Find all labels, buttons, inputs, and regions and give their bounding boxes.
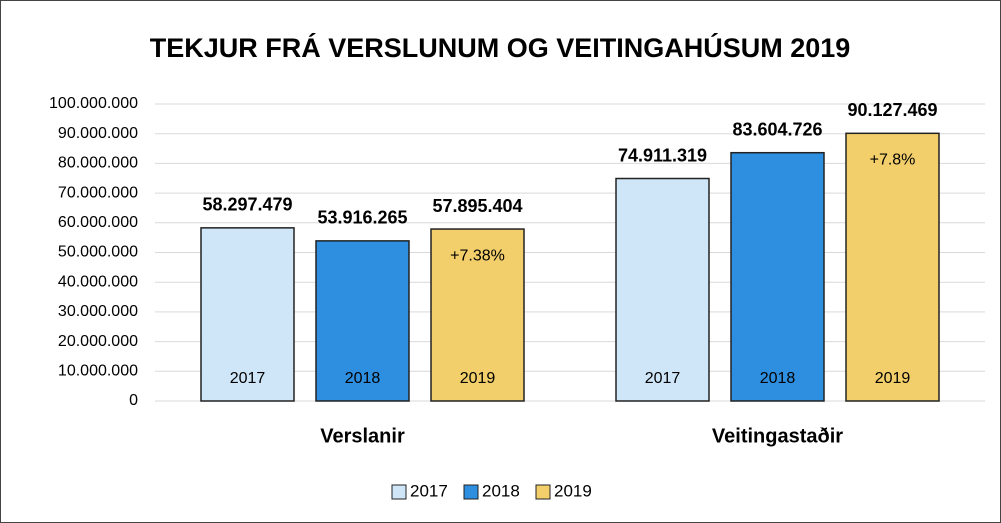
legend-swatch xyxy=(463,484,479,500)
data-label: 74.911.319 xyxy=(618,145,707,165)
legend-swatch xyxy=(391,484,407,500)
y-tick-label: 100.000.000 xyxy=(49,95,138,112)
bar-series-label: 2018 xyxy=(760,370,796,387)
y-tick-label: 20.000.000 xyxy=(58,333,138,350)
y-tick-label: 30.000.000 xyxy=(58,303,138,320)
y-tick-label: 0 xyxy=(129,392,138,409)
chart-title: TEKJUR FRÁ VERSLUNUM OG VEITINGAHÚSUM 20… xyxy=(150,32,851,63)
legend-label: 2018 xyxy=(482,481,520,500)
y-tick-label: 90.000.000 xyxy=(58,125,138,142)
bar xyxy=(615,177,710,402)
bar xyxy=(315,240,410,402)
y-tick-label: 50.000.000 xyxy=(58,244,138,261)
y-tick-label: 10.000.000 xyxy=(58,363,138,380)
bar-series-label: 2019 xyxy=(460,370,496,387)
bar xyxy=(430,228,525,402)
bar-series-label: 2018 xyxy=(345,370,381,387)
x-tick-label: Veitingastaðir xyxy=(712,425,843,447)
legend-label: 2019 xyxy=(554,481,592,500)
data-label: 57.895.404 xyxy=(432,196,522,216)
legend-label: 2017 xyxy=(410,481,448,500)
bar-series-label: 2017 xyxy=(645,370,681,387)
annotation: +7.38% xyxy=(450,247,505,264)
data-label: 58.297.479 xyxy=(202,195,292,215)
y-tick-label: 70.000.000 xyxy=(58,184,138,201)
bar-series-label: 2019 xyxy=(875,370,911,387)
data-label: 83.604.726 xyxy=(732,119,822,139)
bar xyxy=(200,227,295,402)
annotation: +7.8% xyxy=(870,152,916,169)
y-tick-label: 60.000.000 xyxy=(58,214,138,231)
y-tick-label: 40.000.000 xyxy=(58,273,138,290)
legend-swatch xyxy=(535,484,551,500)
x-tick-label: Verslanir xyxy=(320,425,405,447)
bar xyxy=(845,132,940,402)
data-label: 90.127.469 xyxy=(847,100,937,120)
y-tick-label: 80.000.000 xyxy=(58,155,138,172)
bar xyxy=(730,151,825,402)
bar-series-label: 2017 xyxy=(230,370,266,387)
data-label: 53.916.265 xyxy=(317,208,407,228)
